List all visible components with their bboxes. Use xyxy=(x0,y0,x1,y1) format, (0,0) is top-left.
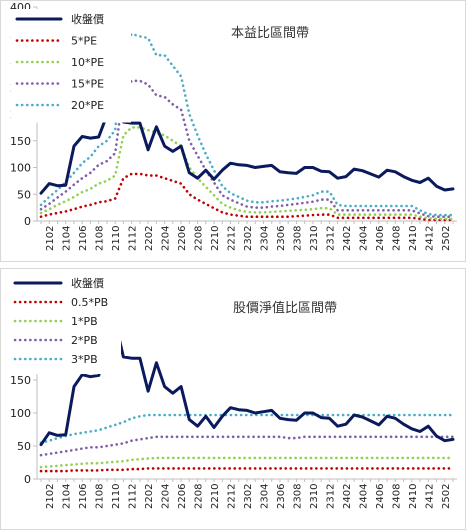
chart-title: 本益比區間帶 xyxy=(231,26,309,41)
y-tick-label: 0 xyxy=(24,473,31,486)
x-tick-label: 2406 xyxy=(375,226,386,251)
series-line-3 xyxy=(39,79,455,218)
x-tick-label: 2302 xyxy=(243,484,254,509)
x-tick-label: 2204 xyxy=(161,484,172,509)
y-tick-label: 100 xyxy=(10,162,31,175)
pe-band-chart-svg: 0501001502002503003504002102210421062108… xyxy=(10,1,457,251)
x-tick-label: 2306 xyxy=(276,484,287,509)
x-tick-label: 2104 xyxy=(62,226,73,251)
legend-box xyxy=(11,9,131,123)
y-tick-label: 50 xyxy=(17,440,31,453)
legend-label: 1*PB xyxy=(71,315,98,328)
y-tick-label: 150 xyxy=(10,135,31,148)
legend-label: 3*PB xyxy=(71,353,98,366)
legend-label: 0.5*PB xyxy=(71,296,108,309)
series-line-2 xyxy=(39,126,455,221)
x-tick-label: 2206 xyxy=(177,226,188,251)
x-tick-label: 2210 xyxy=(210,226,221,251)
x-tick-label: 2410 xyxy=(408,484,419,509)
series-line-2 xyxy=(39,456,455,469)
x-tick-label: 2306 xyxy=(276,226,287,251)
series-line-4 xyxy=(39,32,455,217)
x-tick-label: 2404 xyxy=(358,226,369,251)
x-tick-label: 2406 xyxy=(375,484,386,509)
x-tick-label: 2110 xyxy=(111,226,122,251)
x-tick-label: 2402 xyxy=(342,484,353,509)
x-tick-label: 2312 xyxy=(325,226,336,251)
x-tick-label: 2308 xyxy=(292,484,303,509)
legend-label: 收盤價 xyxy=(71,12,104,26)
x-tick-label: 2408 xyxy=(391,484,402,509)
x-tick-label: 2208 xyxy=(194,484,205,509)
x-tick-label: 2502 xyxy=(441,484,452,509)
y-tick-label: 150 xyxy=(10,374,31,387)
x-tick-label: 2104 xyxy=(62,484,73,509)
x-tick-label: 2208 xyxy=(194,226,205,251)
x-tick-label: 2202 xyxy=(144,484,155,509)
x-tick-label: 2112 xyxy=(128,484,139,509)
series-line-1 xyxy=(39,467,455,473)
legend-label: 5*PE xyxy=(71,35,97,48)
x-tick-label: 2304 xyxy=(259,484,270,509)
legend-label: 收盤價 xyxy=(71,276,104,290)
series-line-1 xyxy=(39,172,455,222)
x-tick-label: 2410 xyxy=(408,226,419,251)
y-tick-label: 100 xyxy=(10,407,31,420)
legend-box xyxy=(9,273,121,374)
x-tick-label: 2310 xyxy=(309,484,320,509)
pb-band-chart-svg: 0501001502002503002102210421062108211021… xyxy=(9,273,457,509)
y-tick-label: 0 xyxy=(24,215,31,228)
x-tick-label: 2408 xyxy=(391,226,402,251)
x-tick-label: 2112 xyxy=(128,226,139,251)
x-tick-label: 2204 xyxy=(161,226,172,251)
x-tick-label: 2106 xyxy=(78,226,89,251)
x-tick-label: 2404 xyxy=(358,484,369,509)
legend-label: 2*PB xyxy=(71,334,98,347)
x-tick-label: 2212 xyxy=(227,484,238,509)
x-tick-label: 2310 xyxy=(309,226,320,251)
x-tick-label: 2108 xyxy=(95,226,106,251)
x-tick-label: 2312 xyxy=(325,484,336,509)
x-tick-label: 2202 xyxy=(144,226,155,251)
x-tick-label: 2108 xyxy=(95,484,106,509)
legend-label: 15*PE xyxy=(71,78,104,91)
x-tick-label: 2412 xyxy=(424,226,435,251)
x-tick-label: 2502 xyxy=(441,226,452,251)
x-tick-label: 2304 xyxy=(259,226,270,251)
x-tick-label: 2210 xyxy=(210,484,221,509)
x-tick-label: 2106 xyxy=(78,484,89,509)
legend-label: 10*PE xyxy=(71,56,104,69)
x-tick-label: 2102 xyxy=(45,226,56,251)
x-tick-label: 2402 xyxy=(342,226,353,251)
x-tick-label: 2212 xyxy=(227,226,238,251)
x-tick-label: 2302 xyxy=(243,226,254,251)
x-tick-label: 2102 xyxy=(45,484,56,509)
x-tick-label: 2412 xyxy=(424,484,435,509)
pe-band-chart: 0501001502002503003504002102210421062108… xyxy=(0,0,466,262)
pb-band-chart: 0501001502002503002102210421062108211021… xyxy=(0,268,466,530)
y-tick-label: 50 xyxy=(17,188,31,201)
x-tick-label: 2110 xyxy=(111,484,122,509)
chart-title: 股價淨值比區間帶 xyxy=(233,300,337,316)
series-line-4 xyxy=(39,413,455,444)
x-tick-label: 2206 xyxy=(177,484,188,509)
series-line-3 xyxy=(39,435,455,457)
x-tick-label: 2308 xyxy=(292,226,303,251)
legend-label: 20*PE xyxy=(71,99,104,112)
